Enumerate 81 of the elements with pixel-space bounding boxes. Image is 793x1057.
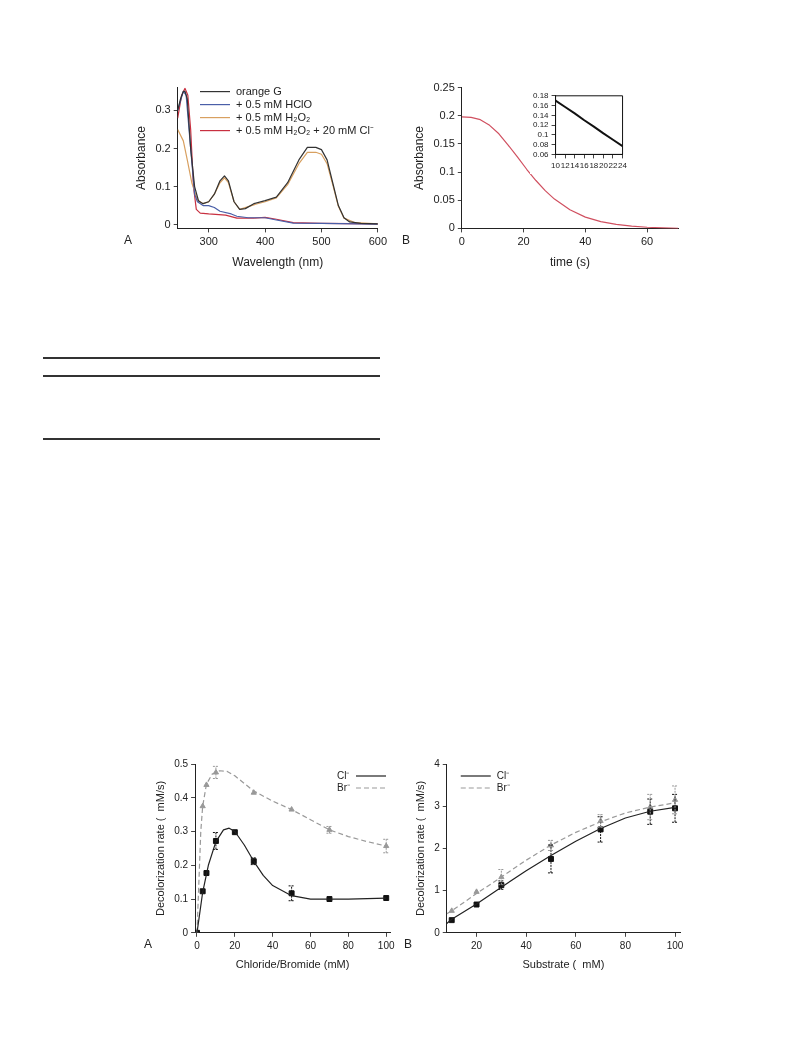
y-tick-label: 0.16 bbox=[532, 100, 550, 110]
y-tick-label: 0 bbox=[448, 221, 455, 234]
y-tick-label: 0.08 bbox=[532, 139, 550, 149]
y-tick-label: 0.05 bbox=[433, 193, 455, 206]
x-tick-label: 80 bbox=[619, 939, 632, 951]
x-tick-label: 500 bbox=[312, 235, 331, 248]
legend-label: + 0.5 mM HClO bbox=[235, 97, 313, 110]
x-tick-label: 100 bbox=[666, 939, 684, 951]
x-tick-label: 60 bbox=[304, 939, 317, 951]
y-tick-label: 0.1 bbox=[174, 892, 189, 904]
point bbox=[473, 888, 480, 894]
x-tick-label: 100 bbox=[377, 939, 395, 951]
y-tick-label: 0.1 bbox=[439, 165, 455, 178]
y-tick-label: 0.06 bbox=[532, 149, 550, 159]
x-tick-label: 16 bbox=[579, 161, 590, 171]
x-tick-label: 600 bbox=[368, 235, 387, 248]
x-tick-label: 400 bbox=[255, 235, 275, 248]
x-tick-label: 60 bbox=[570, 939, 582, 951]
text: B bbox=[404, 937, 413, 952]
y-tick-label: 0.3 bbox=[155, 103, 171, 116]
x-tick-label: 20 bbox=[517, 235, 530, 248]
y-tick-label: 0.14 bbox=[532, 110, 550, 120]
y-tick-label: 0.2 bbox=[155, 141, 171, 154]
text: A bbox=[124, 232, 133, 247]
x-tick-label: 0 bbox=[194, 939, 201, 951]
x-tick-label: 20 bbox=[229, 939, 241, 951]
point bbox=[288, 806, 295, 812]
text: A bbox=[144, 937, 153, 952]
y-tick-label: 0.15 bbox=[433, 136, 455, 149]
y-tick-label: 0.12 bbox=[532, 120, 550, 130]
x-tick-label: 40 bbox=[267, 939, 279, 951]
x-axis-title: Substrate ( mM) bbox=[522, 958, 605, 971]
y-tick-label: 0.5 bbox=[174, 757, 189, 769]
y-axis-title: Decolorization rate ( mM/s) bbox=[413, 780, 426, 916]
x-tick-label: 18 bbox=[589, 161, 599, 171]
legend-label: Cl⁻ bbox=[496, 769, 511, 781]
y-axis-title: Absorbance bbox=[133, 125, 148, 191]
x-axis-title: time (s) bbox=[549, 255, 590, 270]
y-tick-label: 0.1 bbox=[155, 179, 171, 192]
x-tick-label: 20 bbox=[598, 161, 609, 171]
y-tick-label: 0.1 bbox=[537, 130, 550, 140]
y-tick-label: 0.4 bbox=[174, 791, 189, 803]
y-tick-label: 3 bbox=[434, 799, 441, 811]
legend-label: + 0.5 mM H₂O₂ + 20 mM Cl⁻ bbox=[235, 123, 374, 136]
legend-label: Br⁻ bbox=[337, 781, 351, 793]
y-tick-label: 0.2 bbox=[439, 108, 455, 121]
x-tick-label: 14 bbox=[570, 161, 580, 171]
y-axis-title: Decolorization rate ( mM/s) bbox=[153, 780, 166, 916]
x-axis-title: Wavelength (nm) bbox=[232, 255, 324, 270]
x-tick-label: 20 bbox=[470, 939, 483, 951]
legend-label: + 0.5 mM H₂O₂ bbox=[235, 110, 311, 123]
x-tick-label: 24 bbox=[618, 161, 628, 171]
y-tick-label: 0 bbox=[164, 217, 171, 230]
y-tick-label: 1 bbox=[434, 884, 441, 896]
legend-label: Cl⁻ bbox=[337, 769, 351, 781]
y-tick-label: 0.25 bbox=[433, 80, 455, 93]
point bbox=[199, 802, 206, 809]
y-tick-label: 0.3 bbox=[174, 825, 189, 837]
x-axis-title: Chloride/Bromide (mM) bbox=[235, 958, 350, 971]
x-tick-label: 60 bbox=[640, 235, 654, 248]
x-tick-label: 300 bbox=[199, 235, 218, 248]
point bbox=[448, 907, 455, 913]
point bbox=[250, 789, 257, 795]
legend-label: Br⁻ bbox=[496, 781, 511, 793]
point bbox=[203, 781, 210, 787]
x-tick-label: 22 bbox=[608, 161, 618, 171]
y-tick-label: 4 bbox=[434, 757, 441, 769]
y-tick-label: 0 bbox=[182, 926, 189, 938]
y-axis-title: Absorbance bbox=[411, 125, 426, 191]
x-tick-label: 0 bbox=[458, 235, 465, 248]
x-tick-label: 12 bbox=[560, 161, 571, 171]
y-tick-label: 0.2 bbox=[174, 859, 189, 871]
x-tick-label: 80 bbox=[342, 939, 355, 951]
x-tick-label: 40 bbox=[520, 939, 533, 951]
legend-label: orange G bbox=[235, 84, 282, 97]
text: B bbox=[402, 232, 411, 247]
y-tick-label: 0 bbox=[434, 926, 441, 938]
y-tick-label: 2 bbox=[434, 842, 441, 854]
y-tick-label: 0.18 bbox=[532, 91, 550, 100]
x-tick-label: 40 bbox=[579, 235, 592, 248]
x-tick-label: 10 bbox=[551, 161, 561, 171]
